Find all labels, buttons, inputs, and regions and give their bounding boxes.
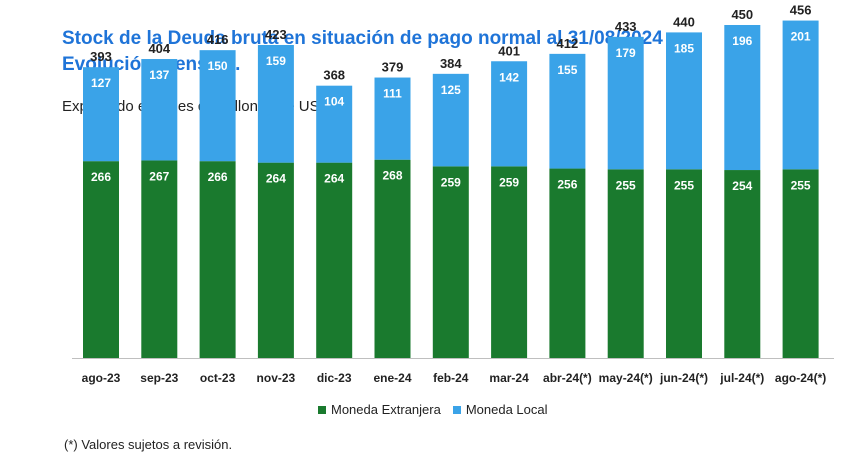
x-tick-label-jun-24(*): jun-24(*): [659, 371, 708, 385]
bar-foreign-ago-23: [83, 161, 119, 358]
total-label-jul-24(*): 450: [731, 7, 753, 22]
footnote: (*) Valores sujetos a revisión.: [64, 437, 233, 452]
value-label-foreign-ago-24(*): 255: [791, 178, 811, 192]
value-label-local-mar-24: 142: [499, 70, 519, 84]
value-label-foreign-oct-23: 266: [208, 170, 228, 184]
x-tick-label-oct-23: oct-23: [200, 371, 236, 385]
total-label-sep-23: 404: [148, 41, 170, 56]
x-tick-label-may-24(*): may-24(*): [599, 371, 653, 385]
value-label-foreign-jul-24(*): 254: [732, 179, 752, 193]
x-tick-label-abr-24(*): abr-24(*): [543, 371, 592, 385]
bar-foreign-may-24(*): [607, 169, 644, 358]
value-label-foreign-ene-24: 268: [382, 169, 402, 183]
x-tick-label-dic-23: dic-23: [317, 371, 352, 385]
bar-local-oct-23: [199, 50, 236, 162]
total-label-abr-24(*): 412: [557, 36, 579, 51]
value-label-foreign-may-24(*): 255: [616, 178, 636, 192]
bar-local-abr-24(*): [549, 53, 586, 169]
x-tick-label-mar-24: mar-24: [489, 371, 529, 385]
bar-foreign-feb-24: [432, 166, 469, 358]
total-label-ene-24: 379: [382, 60, 404, 75]
value-label-local-nov-23: 159: [266, 54, 286, 68]
legend-label-local: Moneda Local: [465, 402, 548, 417]
bar-chart: 266 127 393 ago-23 267 137 404 sep-23 266 150 416 o…: [72, 3, 834, 385]
bar-local-mar-24: [491, 61, 528, 167]
bar-foreign-oct-23: [199, 161, 236, 358]
bar-foreign-jul-24(*): [724, 170, 761, 358]
bar-local-dic-23: [316, 85, 353, 163]
value-label-foreign-feb-24: 259: [441, 175, 461, 189]
value-label-local-oct-23: 150: [208, 59, 228, 73]
total-label-ago-23: 393: [90, 49, 112, 64]
bar-local-ago-24(*): [782, 20, 819, 170]
total-label-feb-24: 384: [440, 56, 462, 71]
x-tick-label-jul-24(*): jul-24(*): [719, 371, 764, 385]
x-tick-label-ago-24(*): ago-24(*): [775, 371, 826, 385]
value-label-foreign-jun-24(*): 255: [674, 178, 694, 192]
chart-title-line1: Stock de la Deuda bruta en situación de …: [62, 28, 663, 49]
total-label-ago-24(*): 456: [790, 3, 812, 18]
total-label-dic-23: 368: [323, 68, 345, 83]
bar-foreign-abr-24(*): [549, 168, 586, 358]
x-tick-label-ago-23: ago-23: [82, 371, 121, 385]
total-label-mar-24: 401: [498, 43, 520, 58]
value-label-local-ago-23: 127: [91, 76, 111, 90]
total-label-may-24(*): 433: [615, 19, 637, 34]
value-label-local-ago-24(*): 201: [791, 30, 811, 44]
legend-label-foreign: Moneda Extranjera: [331, 402, 441, 417]
value-label-foreign-dic-23: 264: [324, 172, 344, 186]
bar-foreign-nov-23: [257, 162, 294, 358]
bar-foreign-dic-23: [316, 162, 353, 358]
bar-foreign-ene-24: [374, 159, 411, 358]
bar-local-nov-23: [257, 44, 294, 163]
bar-local-jun-24(*): [666, 32, 702, 170]
value-label-foreign-sep-23: 267: [149, 169, 169, 183]
x-tick-label-feb-24: feb-24: [433, 371, 469, 385]
bar-local-ago-23: [83, 67, 119, 162]
bar-foreign-sep-23: [141, 160, 178, 358]
total-label-jun-24(*): 440: [673, 14, 695, 29]
value-label-local-feb-24: 125: [441, 83, 461, 97]
value-label-local-sep-23: 137: [149, 68, 169, 82]
x-tick-label-nov-23: nov-23: [257, 371, 296, 385]
value-label-foreign-abr-24(*): 256: [557, 178, 577, 192]
x-tick-label-sep-23: sep-23: [140, 371, 178, 385]
bar-local-sep-23: [141, 59, 178, 161]
bar-foreign-mar-24: [491, 166, 528, 358]
legend-item-foreign: Moneda Extranjera: [318, 402, 441, 417]
value-label-local-jun-24(*): 185: [674, 41, 694, 55]
bar-foreign-ago-24(*): [782, 169, 819, 358]
legend-swatch-foreign: [318, 405, 326, 414]
value-label-local-abr-24(*): 155: [557, 63, 577, 77]
value-label-foreign-mar-24: 259: [499, 175, 519, 189]
legend-item-local: Moneda Local: [452, 402, 548, 417]
value-label-local-may-24(*): 179: [616, 46, 636, 60]
value-label-local-jul-24(*): 196: [732, 34, 752, 48]
value-label-foreign-nov-23: 264: [266, 172, 286, 186]
value-label-local-dic-23: 104: [324, 95, 344, 109]
bar-local-jul-24(*): [724, 25, 761, 171]
x-tick-label-ene-24: ene-24: [373, 371, 411, 385]
chart-legend: Moneda Extranjera Moneda Local: [318, 402, 560, 417]
bar-foreign-jun-24(*): [666, 169, 702, 358]
total-label-nov-23: 423: [265, 27, 287, 42]
bar-local-feb-24: [432, 73, 469, 167]
total-label-oct-23: 416: [207, 32, 229, 47]
value-label-foreign-ago-23: 266: [91, 170, 111, 184]
bar-local-ene-24: [374, 77, 411, 160]
value-label-local-ene-24: 111: [383, 87, 402, 101]
legend-swatch-local: [452, 405, 461, 414]
bar-local-may-24(*): [607, 36, 644, 170]
